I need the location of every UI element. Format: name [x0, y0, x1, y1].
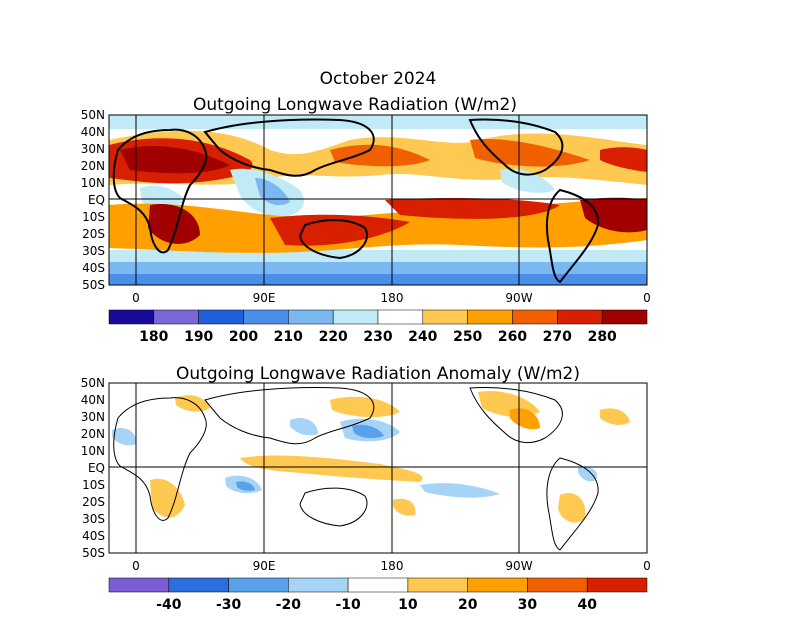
olr-colorbar-label: 200 — [229, 329, 258, 345]
anomaly-colorbar-label: 40 — [577, 597, 597, 613]
anomaly-colorbar-label: -40 — [156, 597, 182, 613]
olr-colorbar — [108, 309, 648, 325]
olr-colorbar-label: 280 — [588, 329, 617, 345]
lat-label: 50S — [82, 546, 105, 560]
olr-colorbar-labels: 180 190 200 210 220 230 240 250 260 270 … — [139, 329, 617, 345]
anomaly-colorbar-swatch — [108, 577, 170, 593]
lat-label: 10S — [82, 478, 105, 492]
olr-colorbar-label: 220 — [319, 329, 348, 345]
olr-colorbar-swatch — [601, 309, 648, 325]
olr-colorbar-swatch — [198, 309, 244, 325]
lat-label: 30S — [82, 244, 105, 258]
olr-colorbar-swatch — [557, 309, 603, 325]
lat-label: 20N — [81, 427, 105, 441]
olr-colorbar-swatch — [377, 309, 424, 325]
anomaly-colorbar — [108, 577, 648, 593]
anomaly-colorbar-label: -30 — [216, 597, 242, 613]
olr-colorbar-swatch — [467, 309, 513, 325]
lat-label: 30N — [81, 142, 105, 156]
anomaly-colorbar-swatch — [347, 577, 409, 593]
olr-colorbar-swatch — [512, 309, 558, 325]
olr-map — [109, 115, 647, 285]
lon-label: 0 — [643, 291, 651, 305]
lat-label: 40N — [81, 125, 105, 139]
olr-colorbar-label: 270 — [543, 329, 572, 345]
lat-label: 50N — [81, 108, 105, 122]
anomaly-colorbar-swatch — [288, 577, 349, 593]
lon-label: 0 — [132, 559, 140, 573]
lat-label: 40S — [82, 261, 105, 275]
lon-label: 0 — [643, 559, 651, 573]
anomaly-colorbar-swatch — [586, 577, 648, 593]
olr-map-frame — [108, 114, 648, 286]
anomaly-lat-labels: 50N 40N 30N 20N 10N EQ 10S 20S 30S 40S 5… — [81, 376, 105, 560]
lon-label: 180 — [381, 559, 404, 573]
anomaly-colorbar-swatch — [228, 577, 289, 593]
lat-label: 30N — [81, 410, 105, 424]
anomaly-map-frame — [108, 382, 648, 554]
anomaly-map-title: Outgoing Longwave Radiation Anomaly (W/m… — [176, 364, 580, 384]
lon-label: 90E — [253, 291, 276, 305]
lon-label: 0 — [132, 291, 140, 305]
anomaly-colorbar-label: 10 — [398, 597, 418, 613]
anomaly-colorbar-swatch — [467, 577, 528, 593]
olr-colorbar-label: 240 — [408, 329, 437, 345]
anomaly-lon-labels: 0 90E 180 90W 0 — [132, 559, 651, 573]
anomaly-colorbar-label: 20 — [458, 597, 478, 613]
olr-lat-labels: 50N 40N 30N 20N 10N EQ 10S 20S 30S 40S 5… — [81, 108, 105, 292]
anomaly-colorbar-label: -20 — [276, 597, 302, 613]
anomaly-colorbar-swatch — [527, 577, 588, 593]
lat-label: 20S — [82, 495, 105, 509]
olr-colorbar-swatch — [332, 309, 379, 325]
olr-colorbar-label: 250 — [453, 329, 482, 345]
olr-colorbar-label: 190 — [184, 329, 213, 345]
lon-label: 90W — [505, 291, 532, 305]
date-title: October 2024 — [320, 69, 437, 89]
olr-lon-labels: 0 90E 180 90W 0 — [132, 291, 651, 305]
lat-label: 30S — [82, 512, 105, 526]
anomaly-colorbar-swatch — [168, 577, 229, 593]
olr-colorbar-label: 260 — [498, 329, 527, 345]
lat-label: 20S — [82, 227, 105, 241]
lat-label: 50N — [81, 376, 105, 390]
lat-label: 50S — [82, 278, 105, 292]
lat-label: 10S — [82, 210, 105, 224]
lon-label: 90E — [253, 559, 276, 573]
anomaly-colorbar-swatch — [407, 577, 468, 593]
olr-colorbar-swatch — [153, 309, 199, 325]
anomaly-colorbar-label: -10 — [335, 597, 361, 613]
lat-label: EQ — [88, 193, 105, 207]
olr-colorbar-swatch — [108, 309, 155, 325]
lat-label: 40S — [82, 529, 105, 543]
olr-colorbar-swatch — [422, 309, 468, 325]
olr-map-title: Outgoing Longwave Radiation (W/m2) — [193, 95, 517, 115]
olr-colorbar-label: 180 — [139, 329, 168, 345]
olr-colorbar-label: 210 — [274, 329, 303, 345]
lat-label: 10N — [81, 444, 105, 458]
lat-label: 10N — [81, 176, 105, 190]
olr-colorbar-label: 230 — [363, 329, 392, 345]
lat-label: 20N — [81, 159, 105, 173]
olr-colorbar-swatch — [288, 309, 334, 325]
anomaly-colorbar-label: 30 — [518, 597, 538, 613]
anomaly-map — [109, 383, 647, 553]
olr-colorbar-swatch — [243, 309, 289, 325]
anomaly-colorbar-labels: -40 -30 -20 -10 10 20 30 40 — [156, 597, 597, 613]
lon-label: 180 — [381, 291, 404, 305]
lon-label: 90W — [505, 559, 532, 573]
lat-label: 40N — [81, 393, 105, 407]
lat-label: EQ — [88, 461, 105, 475]
